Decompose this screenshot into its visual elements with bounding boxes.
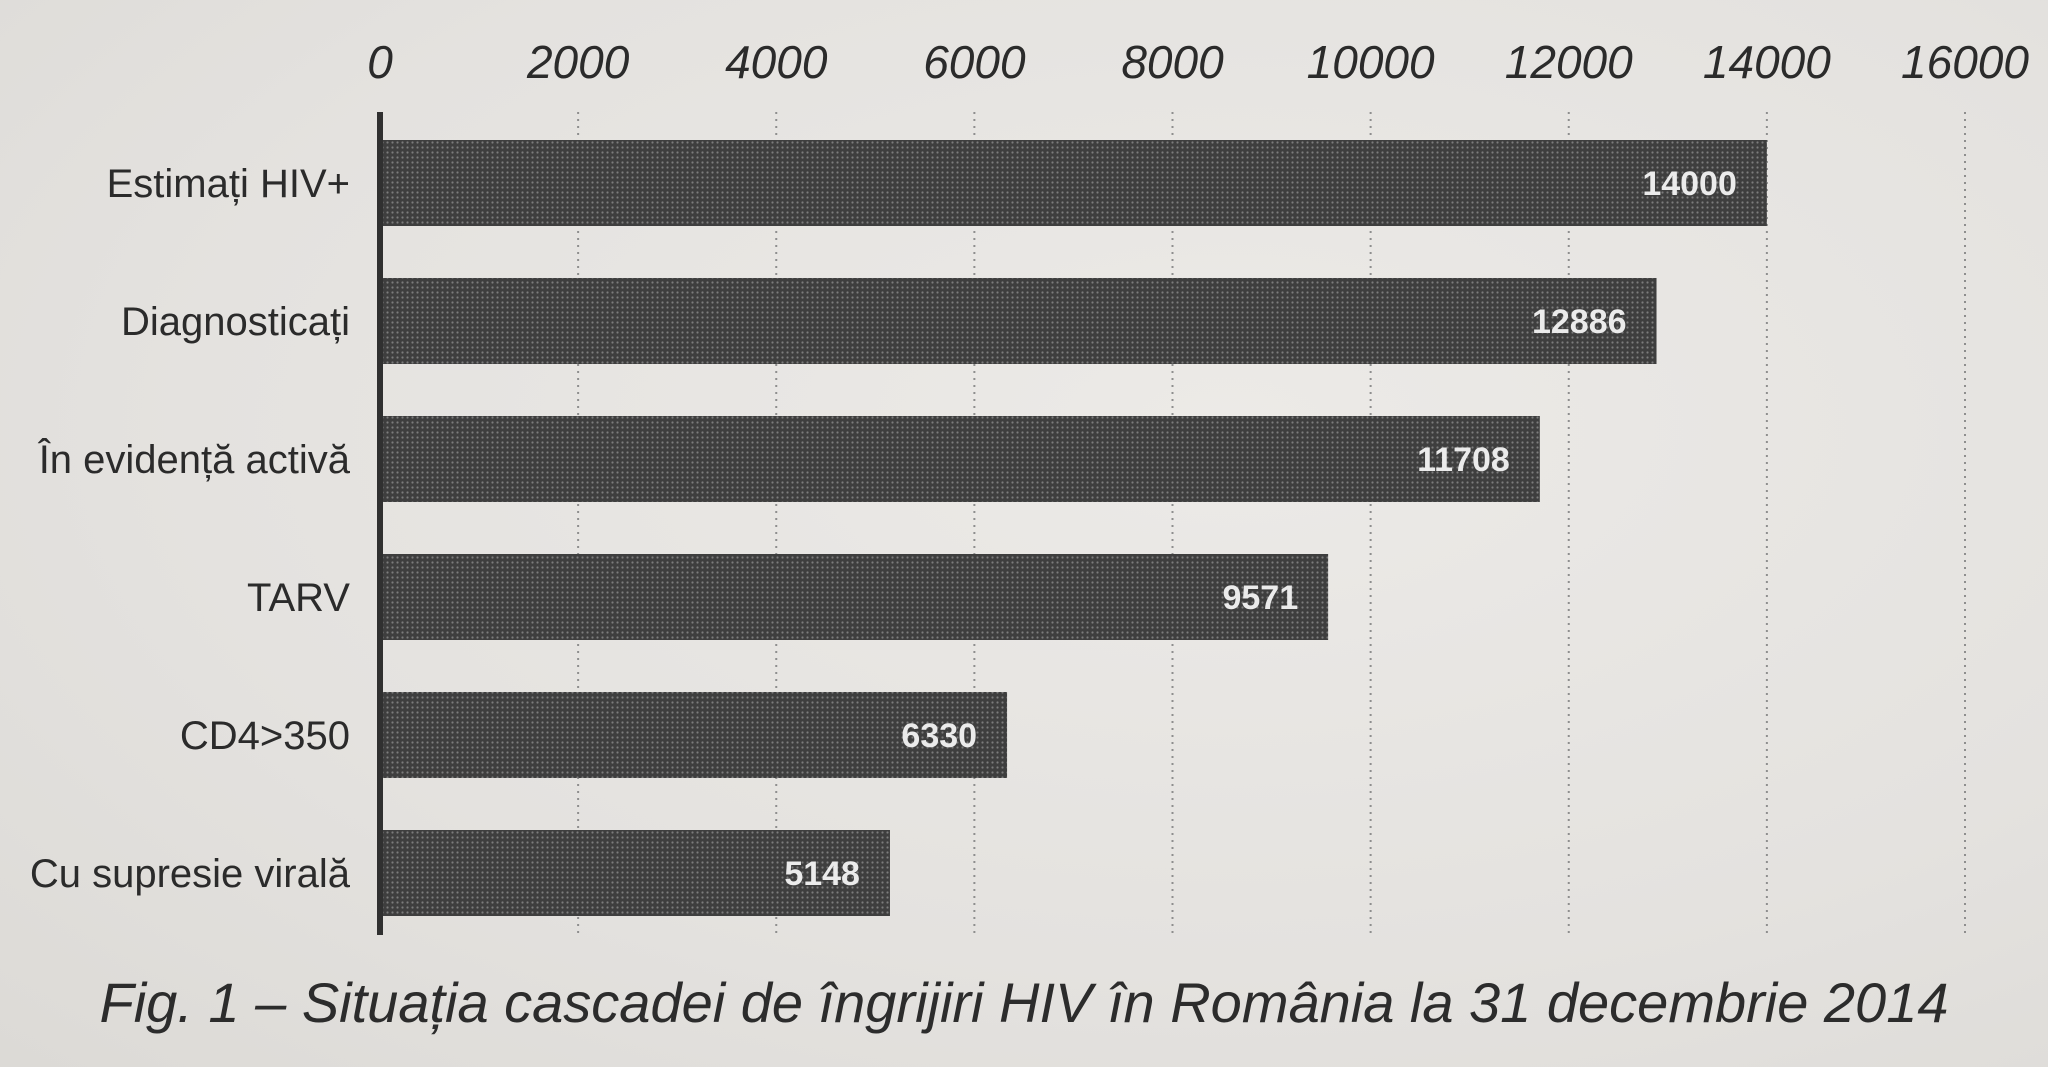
bar xyxy=(380,140,1767,226)
bar xyxy=(380,278,1657,364)
x-axis-ticks: 0 2000 4000 6000 8000 10000 12000 14000 16000 xyxy=(367,36,2029,88)
x-tick-label: 2000 xyxy=(526,36,630,88)
x-tick-label: 16000 xyxy=(1901,36,2029,88)
bar-value-label: 11708 xyxy=(1417,441,1510,479)
bar xyxy=(380,416,1540,502)
bar-value-label: 9571 xyxy=(1222,579,1298,617)
x-tick-label: 12000 xyxy=(1505,36,1633,88)
category-label: Cu supresie virală xyxy=(30,852,351,896)
grid-lines xyxy=(577,112,1966,935)
value-labels: 14000 12886 11708 9571 6330 5148 xyxy=(784,165,1737,893)
bar xyxy=(380,830,890,916)
x-tick-label: 4000 xyxy=(725,36,828,88)
bar-value-label: 12886 xyxy=(1532,303,1627,341)
x-tick-label: 6000 xyxy=(923,36,1026,88)
bar-value-label: 14000 xyxy=(1642,165,1737,203)
category-label: TARV xyxy=(247,576,350,620)
category-labels: Estimați HIV+ Diagnosticați În evidență ac… xyxy=(30,162,351,896)
category-label: Diagnosticați xyxy=(121,300,350,344)
category-label: Estimați HIV+ xyxy=(107,162,350,206)
bar-value-label: 6330 xyxy=(901,717,977,755)
category-label: În evidență activă xyxy=(38,437,351,482)
category-label: CD4>350 xyxy=(180,714,350,758)
bar-chart: 0 2000 4000 6000 8000 10000 12000 14000 16000 Es… xyxy=(30,36,2029,935)
bar xyxy=(380,554,1329,640)
x-tick-label: 8000 xyxy=(1121,36,1224,88)
bar-value-label: 5148 xyxy=(784,855,860,893)
bar xyxy=(380,692,1008,778)
x-tick-label: 0 xyxy=(367,36,393,88)
figure-caption: Fig. 1 – Situația cascadei de îngrijiri … xyxy=(99,971,1949,1034)
x-tick-label: 14000 xyxy=(1703,36,1831,88)
x-tick-label: 10000 xyxy=(1307,36,1435,88)
bars xyxy=(380,140,1767,916)
